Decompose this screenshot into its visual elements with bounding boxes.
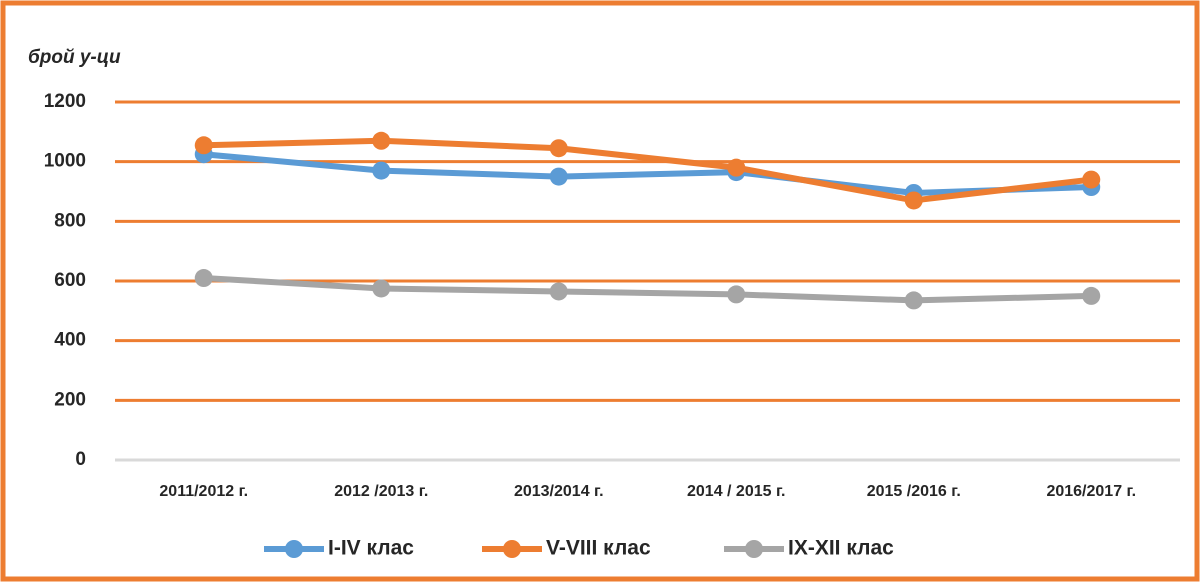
- data-point: [904, 191, 923, 210]
- data-point: [194, 136, 213, 155]
- data-point: [1082, 170, 1101, 189]
- y-tick-label: 600: [54, 270, 86, 291]
- data-point: [549, 282, 568, 301]
- y-tick-label: 400: [54, 330, 86, 351]
- series-line: [203, 151, 1092, 196]
- data-point: [1082, 286, 1101, 305]
- x-tick-label: 2016/2017 г.: [1046, 483, 1136, 500]
- y-tick-label: 200: [54, 389, 86, 410]
- data-point: [372, 131, 391, 150]
- y-tick-label: 0: [75, 449, 86, 470]
- y-tick-label: 1200: [44, 91, 86, 112]
- data-point: [194, 269, 213, 288]
- x-tick-label: 2012 /2013 г.: [334, 483, 428, 500]
- series-line: [203, 137, 1092, 204]
- legend-label: I-IV клас: [328, 537, 414, 560]
- x-tick-label: 2011/2012 г.: [159, 483, 248, 500]
- legend-label: IX-XII клас: [788, 537, 894, 560]
- data-point: [372, 279, 391, 298]
- x-tick-label: 2015 /2016 г.: [867, 483, 961, 500]
- data-point: [727, 158, 746, 177]
- y-tick-label: 800: [54, 210, 86, 231]
- y-axis-label: брой у-ци: [28, 47, 121, 68]
- data-point: [372, 161, 391, 180]
- x-tick-label: 2013/2014 г.: [514, 483, 604, 500]
- x-tick-label: 2014 / 2015 г.: [687, 483, 785, 500]
- data-point: [549, 139, 568, 158]
- data-point: [549, 167, 568, 186]
- y-tick-label: 1000: [44, 151, 86, 172]
- data-point: [904, 291, 923, 310]
- legend-marker: [285, 540, 303, 558]
- data-point: [727, 285, 746, 304]
- legend-marker: [745, 540, 763, 558]
- series-line: [203, 275, 1092, 304]
- legend-label: V-VIII клас: [546, 537, 651, 560]
- legend-marker: [503, 540, 521, 558]
